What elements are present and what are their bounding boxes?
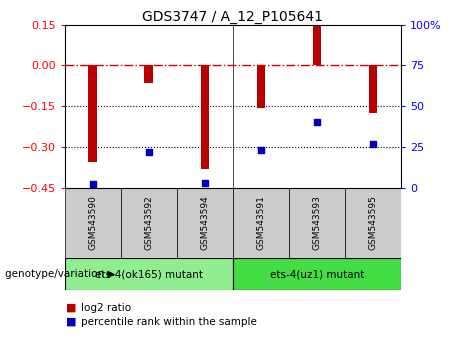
Bar: [177, 188, 233, 258]
Text: GSM543592: GSM543592: [144, 196, 153, 250]
Text: ets-4(uz1) mutant: ets-4(uz1) mutant: [270, 269, 364, 279]
Text: genotype/variation ▶: genotype/variation ▶: [5, 269, 115, 279]
Bar: [121, 188, 177, 258]
Text: GSM543591: GSM543591: [256, 195, 266, 251]
Bar: [313, 26, 321, 65]
Bar: [369, 65, 377, 113]
Point: [257, 147, 265, 153]
Bar: [89, 65, 97, 162]
Bar: [289, 188, 345, 258]
Text: percentile rank within the sample: percentile rank within the sample: [81, 317, 257, 327]
Bar: [233, 188, 289, 258]
Bar: [257, 65, 265, 108]
Text: ■: ■: [66, 303, 77, 313]
Point: [89, 182, 96, 187]
Bar: [233, 258, 401, 290]
Point: [145, 149, 152, 155]
Text: ets-4(ok165) mutant: ets-4(ok165) mutant: [95, 269, 203, 279]
Point: [369, 141, 377, 147]
Text: log2 ratio: log2 ratio: [81, 303, 131, 313]
Text: GSM543590: GSM543590: [88, 195, 97, 251]
Title: GDS3747 / A_12_P105641: GDS3747 / A_12_P105641: [142, 10, 323, 24]
Text: ■: ■: [66, 317, 77, 327]
Text: GSM543594: GSM543594: [200, 196, 209, 250]
Text: GSM543595: GSM543595: [368, 195, 378, 251]
Point: [201, 180, 208, 185]
Text: GSM543593: GSM543593: [313, 195, 321, 251]
Bar: [144, 65, 153, 83]
Bar: [201, 65, 209, 169]
Bar: [65, 188, 121, 258]
Bar: [345, 188, 401, 258]
Bar: [65, 258, 233, 290]
Point: [313, 120, 321, 125]
